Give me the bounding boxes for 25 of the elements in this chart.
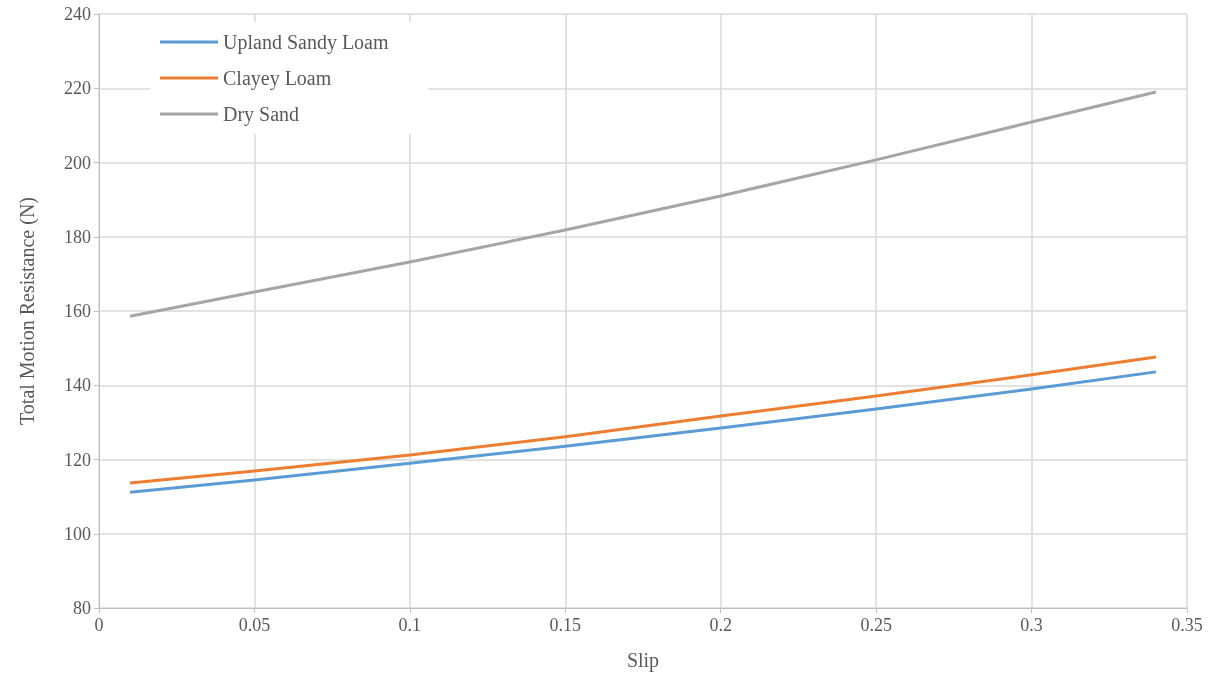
y-tick-label: 80 [73, 598, 91, 618]
y-axis-title: Total Motion Resistance (N) [16, 197, 39, 425]
line-series [128, 370, 1158, 494]
legend-label: Upland Sandy Loam [223, 31, 389, 54]
y-tick-label: 120 [64, 449, 91, 470]
x-tick-label: 0 [94, 615, 104, 635]
y-tick-label: 240 [64, 4, 91, 24]
y-tick-label: 100 [64, 523, 91, 544]
y-tick-label: 180 [64, 226, 91, 247]
line-series [128, 90, 1158, 318]
y-tick-label: 220 [64, 78, 91, 99]
legend-label: Clayey Loam [223, 67, 332, 90]
x-tick-label: 0.1 [398, 615, 422, 635]
y-tick-label: 160 [64, 301, 91, 321]
line-series [128, 355, 1158, 485]
x-tick-label: 0.35 [1171, 615, 1203, 635]
x-tick-label: 0.25 [860, 615, 892, 635]
x-tick-label: 0.2 [709, 615, 732, 635]
y-tick-label: 140 [64, 375, 91, 396]
x-tick-label: 0.05 [238, 615, 271, 635]
x-tick-label: 0.3 [1020, 615, 1043, 635]
x-tick-label: 0.15 [549, 615, 582, 635]
legend-label: Dry Sand [223, 103, 300, 126]
x-axis-title: Slip [626, 649, 660, 672]
y-tick-label: 200 [64, 152, 91, 173]
